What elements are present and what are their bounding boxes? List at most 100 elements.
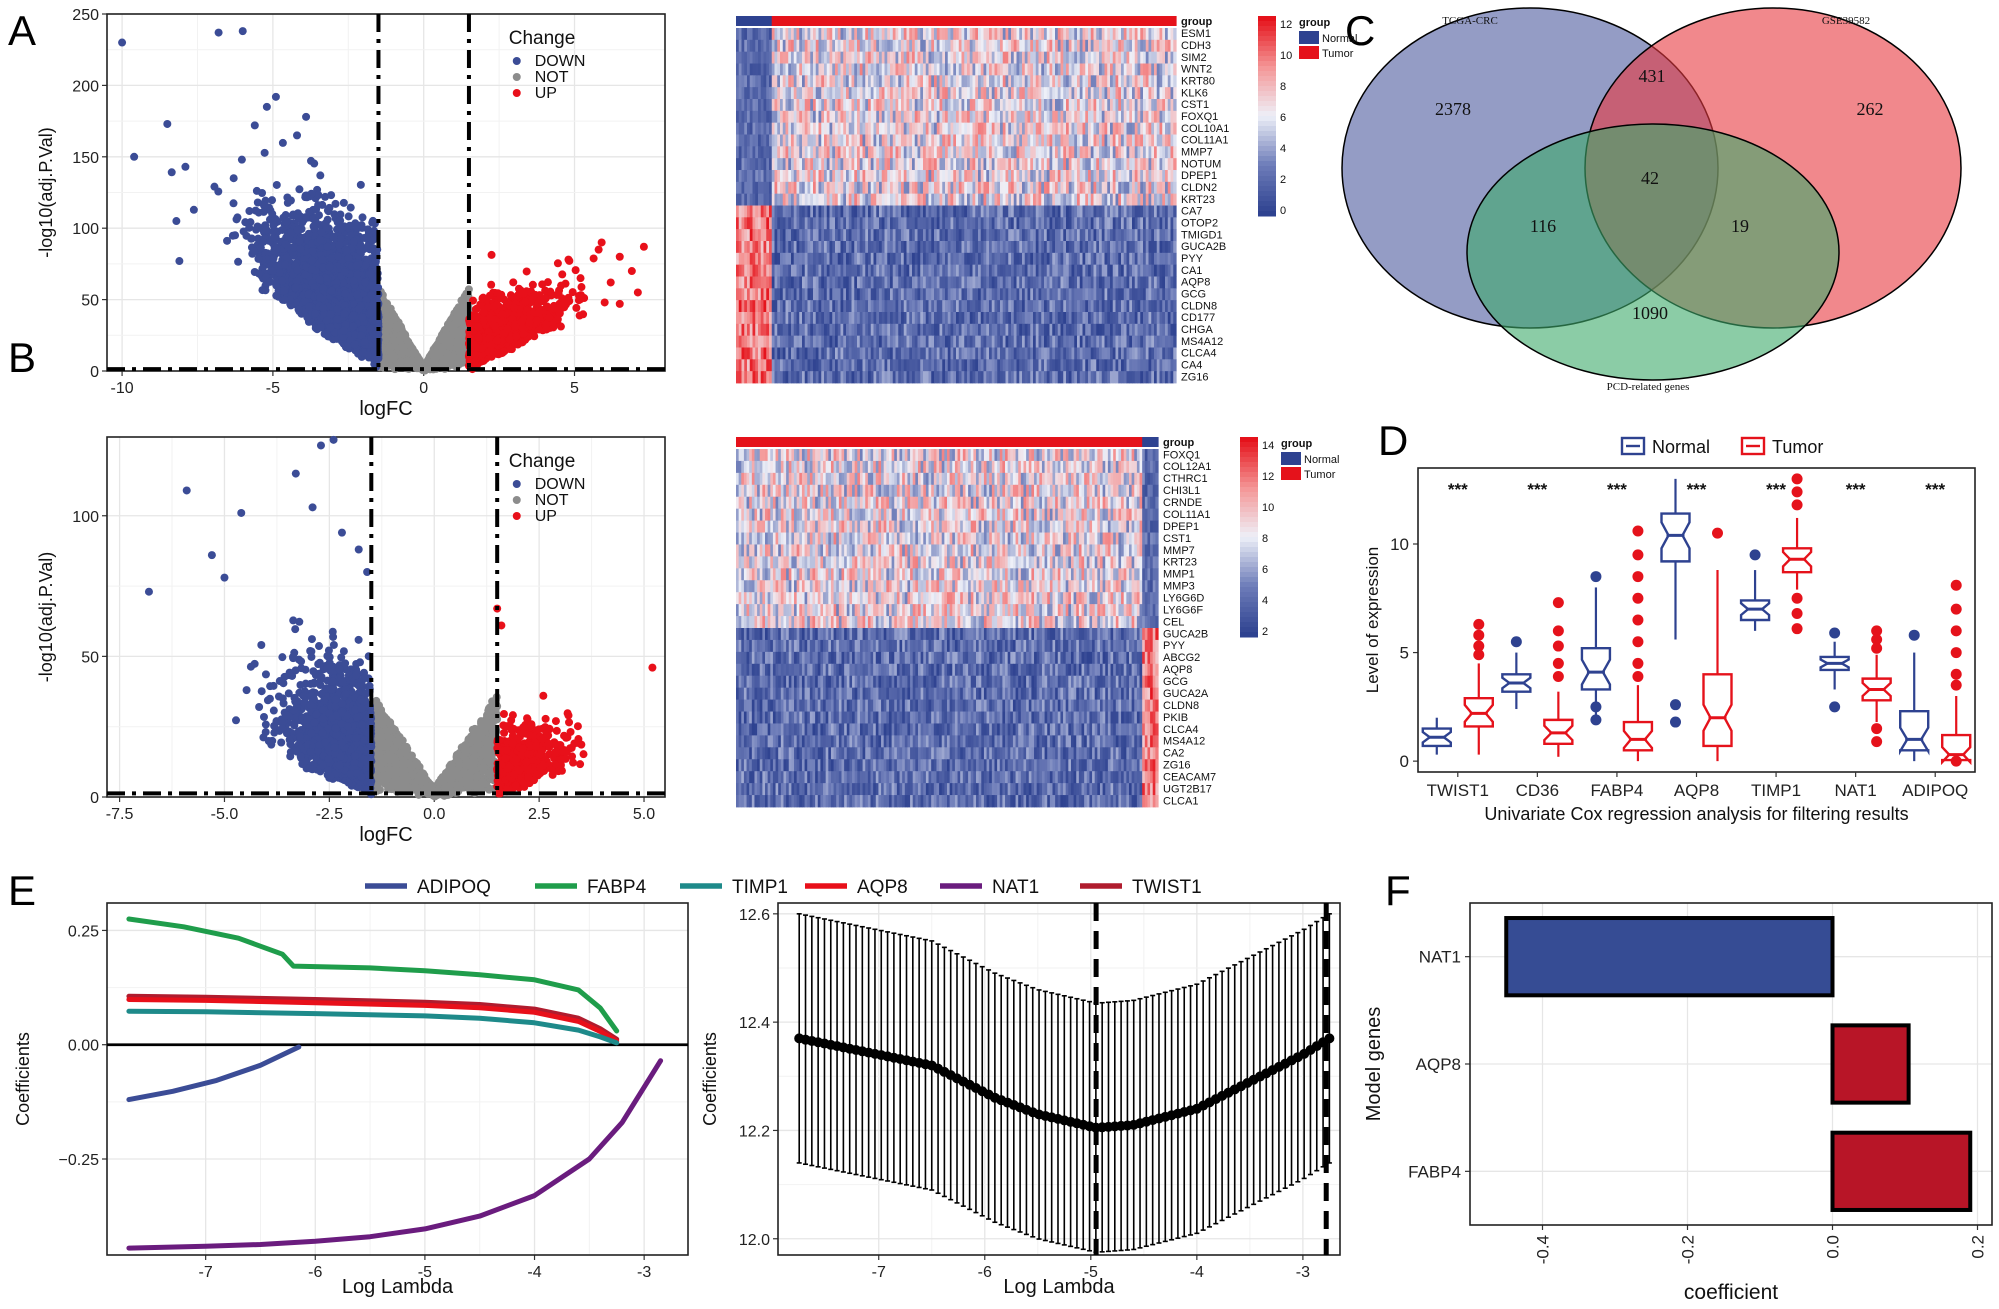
scatter-point-down: [356, 241, 365, 250]
scatter-point-down: [361, 278, 370, 287]
scatter-point-down: [259, 207, 268, 216]
scatter-point-down: [305, 302, 314, 311]
scatter-point-down: [278, 276, 287, 285]
scatter-point-not: [390, 314, 399, 323]
scatter-point-not: [449, 325, 458, 334]
scatter-point-down: [295, 185, 304, 194]
scatter-point-down: [322, 330, 331, 339]
scatter-point-down: [254, 269, 263, 278]
scatter-point-down: [258, 286, 267, 295]
scatter-point-down: [294, 213, 303, 222]
scatter-point-down: [234, 257, 243, 266]
y-tick-label: 250: [72, 7, 99, 24]
x-tick-label: -5: [266, 380, 280, 397]
scatter-point-down: [282, 254, 291, 263]
x-tick-label: 5: [570, 380, 579, 397]
panel-letter-d: D: [1378, 417, 1408, 464]
scatter-point-down: [333, 252, 342, 261]
scatter-point-down: [312, 205, 321, 214]
x-tick-label: -10: [111, 380, 134, 397]
scatter-point-down: [266, 277, 275, 286]
scatter-point-down: [360, 337, 369, 346]
scatter-point-down: [364, 351, 373, 360]
scatter-point-down: [358, 213, 367, 222]
scatter-point-down: [250, 247, 259, 256]
scatter-point-down: [272, 245, 281, 254]
scatter-point-down: [237, 155, 246, 164]
scatter-point-down: [229, 199, 238, 208]
scatter-point-down: [341, 289, 350, 298]
scatter-point-down: [349, 237, 358, 246]
scatter-point-not: [399, 346, 408, 355]
scatter-point-down: [253, 222, 262, 231]
scatter-point-down: [189, 205, 198, 214]
y-tick-label: 200: [72, 78, 99, 95]
scatter-point-down: [322, 223, 331, 232]
scatter-point-down: [269, 254, 278, 263]
scatter-point-up: [589, 254, 598, 263]
scatter-point-down: [353, 223, 362, 232]
scatter-point-down: [340, 309, 349, 318]
scatter-point-down: [367, 291, 376, 300]
x-axis-title: logFC: [359, 398, 412, 420]
scatter-point-down: [339, 326, 348, 335]
scatter-point-down: [310, 224, 319, 233]
scatter-point-down: [344, 212, 353, 221]
scatter-point-down: [324, 207, 333, 216]
scatter-point-down: [331, 199, 340, 208]
scatter-point-down: [323, 242, 332, 251]
scatter-point-down: [262, 226, 271, 235]
scatter-point-down: [295, 237, 304, 246]
scatter-point-down: [349, 322, 358, 331]
scatter-point-down: [335, 240, 344, 249]
scatter-point-down: [293, 226, 302, 235]
scatter-point-down: [344, 253, 353, 262]
scatter-point-down: [346, 203, 355, 212]
scatter-point-down: [318, 255, 327, 264]
scatter-point-down: [308, 256, 317, 265]
volcano-plot-a: -10 -5 0 5050100150200250logFC-log10(adj.P.…: [36, 7, 666, 420]
scatter-point-not: [404, 338, 413, 347]
scatter-point-down: [241, 218, 250, 227]
scatter-point-down: [258, 189, 267, 198]
x-tick-label: 0: [419, 380, 428, 397]
scatter-point-not: [396, 322, 405, 331]
scatter-point-down: [294, 305, 303, 314]
scatter-point-up: [487, 280, 496, 289]
scatter-point-down: [301, 270, 310, 279]
scatter-point-down: [214, 187, 223, 196]
scatter-point-down: [280, 286, 289, 295]
scatter-point-down: [367, 308, 376, 317]
scatter-point-down: [316, 323, 325, 332]
scatter-point-down: [337, 224, 346, 233]
scatter-point-down: [349, 276, 358, 285]
panel-letter-e: E: [8, 867, 36, 914]
scatter-point-down: [247, 234, 256, 243]
scatter-point-down: [329, 233, 338, 242]
panel-letter-f: F: [1385, 867, 1411, 914]
scatter-point-down: [280, 295, 289, 304]
scatter-point-not: [403, 356, 412, 365]
scatter-point-down: [350, 340, 359, 349]
scatter-point-down: [339, 198, 348, 207]
scatter-point-down: [354, 349, 363, 358]
points: [118, 27, 648, 375]
scatter-point-down: [306, 156, 315, 165]
scatter-point-down: [316, 293, 325, 302]
scatter-point-down: [268, 267, 277, 276]
scatter-point-down: [352, 290, 361, 299]
scatter-point-down: [356, 180, 365, 189]
scatter-point-down: [326, 323, 335, 332]
scatter-point-down: [167, 168, 176, 177]
scatter-point-down: [366, 270, 375, 279]
scatter-point-not: [442, 329, 451, 338]
scatter-point-down: [314, 191, 323, 200]
scatter-point-down: [315, 275, 324, 284]
scatter-point-down: [259, 237, 268, 246]
scatter-point-up: [509, 278, 518, 287]
scatter-point-down: [345, 221, 354, 230]
scatter-point-not: [400, 330, 409, 339]
scatter-point-not: [445, 353, 454, 362]
scatter-point-down: [308, 265, 317, 274]
scatter-point-down: [321, 192, 330, 201]
